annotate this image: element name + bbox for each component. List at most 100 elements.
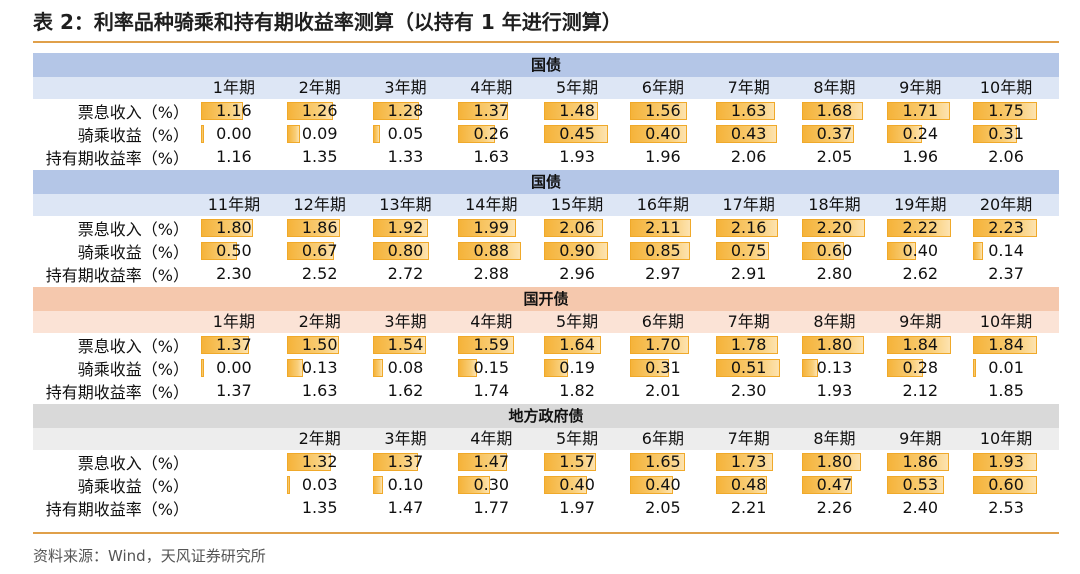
data-cell: 2.16: [706, 217, 792, 239]
period-header: 1年期: [212, 312, 255, 331]
data-cell: 2.30: [191, 263, 277, 285]
table-row: 骑乘收益（%） 0.03 0.10 0.30 0.40 0.40 0.48 0.47 0.53 0…: [33, 473, 1059, 496]
row-label: 持有期收益率（%）: [45, 499, 189, 519]
table-row: 骑乘收益（%） 0.00 0.13 0.08 0.15 0.19 0.31 0.51 0.13 0…: [33, 356, 1059, 379]
cell-value: 1.28: [387, 100, 424, 120]
data-cell: 2.20: [792, 217, 878, 239]
cell-value: 1.82: [559, 380, 595, 400]
period-header: 5年期: [555, 312, 599, 331]
period-header: 8年期: [813, 312, 856, 331]
table-row: 票息收入（%） 1.16 1.26 1.28 1.37 1.48 1.56 1.63 1.68 1…: [33, 99, 1059, 122]
data-cell: 0.31: [963, 123, 1049, 145]
period-header: 19年期: [894, 195, 947, 214]
data-cell: 2.22: [877, 217, 963, 239]
data-bar: [201, 124, 204, 143]
data-cell: 0.85: [620, 240, 706, 262]
data-cell: 1.80: [792, 334, 878, 356]
data-cell: 2.06: [534, 217, 620, 239]
period-header: 8年期: [813, 429, 856, 448]
data-bar: [973, 124, 1018, 143]
cell-value: 0.13: [816, 357, 853, 377]
cell-value: 0.67: [301, 240, 338, 260]
data-bar: [973, 241, 984, 260]
data-cell: 1.37: [448, 100, 534, 122]
data-cell: 2.88: [448, 263, 534, 285]
data-cell: 0.00: [191, 123, 277, 145]
data-cell: 1.73: [706, 451, 792, 473]
cell-value: 0.88: [473, 240, 510, 260]
data-bar: [973, 358, 977, 377]
cell-value: 2.62: [902, 263, 939, 283]
data-bar: [801, 358, 818, 377]
cell-value: 1.92: [387, 217, 424, 237]
table-row: 票息收入（%） 1.37 1.50 1.54 1.59 1.64 1.70 1.78 1.80 1…: [33, 333, 1059, 356]
data-cell: 0.75: [706, 240, 792, 262]
cell-value: 0.40: [559, 474, 595, 494]
data-bar: [201, 101, 244, 120]
source-note: 资料来源：Wind，天风证券研究所: [33, 547, 266, 565]
data-cell: 1.28: [363, 100, 449, 122]
cell-value: 1.70: [645, 334, 681, 354]
data-cell: 2.40: [877, 497, 963, 519]
cell-value: 1.54: [387, 334, 424, 354]
cell-value: 2.06: [988, 146, 1024, 166]
data-cell: 1.80: [792, 451, 878, 473]
data-cell: 0.03: [277, 474, 363, 496]
section-table: 国债 1年期 2年期 3年期 4年期 5年期 6年期 7年期 8年期 9年期 10年期 票息收入（%）…: [33, 53, 1059, 168]
period-header: 5年期: [555, 78, 599, 97]
data-cell: 0.28: [877, 357, 963, 379]
data-bar: [715, 358, 780, 377]
cell-value: 2.20: [816, 217, 853, 237]
cell-value: 2.12: [902, 380, 939, 400]
data-bar: [887, 452, 950, 471]
period-header: 3年期: [384, 312, 427, 331]
row-label: 骑乘收益（%）: [77, 242, 189, 262]
cell-value: 0.50: [216, 240, 252, 260]
data-cell: 0.24: [877, 123, 963, 145]
data-cell: 1.33: [363, 146, 449, 168]
data-bar: [286, 335, 339, 354]
cell-value: 2.23: [988, 217, 1024, 237]
period-header: 4年期: [470, 429, 513, 448]
data-bar: [629, 475, 673, 494]
data-cell: 1.92: [363, 217, 449, 239]
cell-value: 1.65: [645, 451, 681, 471]
cell-value: 0.45: [559, 123, 595, 143]
data-bar: [715, 475, 767, 494]
data-cell: 0.15: [448, 357, 534, 379]
data-bar: [372, 101, 420, 120]
cell-value: 0.60: [988, 474, 1024, 494]
cell-value: 1.77: [473, 497, 510, 517]
data-bar: [286, 101, 333, 120]
period-header: 9年期: [899, 312, 942, 331]
data-cell: 1.75: [963, 100, 1049, 122]
cell-value: 2.37: [988, 263, 1024, 283]
data-cell: 0.88: [448, 240, 534, 262]
cell-value: 0.75: [730, 240, 767, 260]
data-cell: 0.50: [191, 240, 277, 262]
cell-value: 2.97: [645, 263, 681, 283]
period-header: 6年期: [641, 312, 684, 331]
data-cell: 1.56: [620, 100, 706, 122]
period-header: 3年期: [384, 429, 427, 448]
data-bar: [629, 241, 691, 260]
cell-value: 0.13: [301, 357, 338, 377]
cell-value: 1.86: [902, 451, 939, 471]
data-cell: 1.68: [792, 100, 878, 122]
data-cell: 0.30: [448, 474, 534, 496]
data-bar: [372, 241, 430, 260]
data-cell: 0.67: [277, 240, 363, 262]
cell-value: 1.47: [387, 497, 424, 517]
cell-value: 2.05: [816, 146, 853, 166]
cell-value: 0.24: [902, 123, 939, 143]
table-row: 票息收入（%） 1.80 1.86 1.92 1.99 2.06 2.11 2.16 2.20 2…: [33, 216, 1059, 239]
data-cell: 2.23: [963, 217, 1049, 239]
cell-value: 0.14: [988, 240, 1024, 260]
data-cell: 1.35: [277, 497, 363, 519]
period-header: 2年期: [298, 429, 341, 448]
data-bar: [286, 124, 300, 143]
data-cell: 1.99: [448, 217, 534, 239]
data-bar: [458, 335, 514, 354]
data-cell: 1.26: [277, 100, 363, 122]
period-header: 20年期: [979, 195, 1033, 214]
